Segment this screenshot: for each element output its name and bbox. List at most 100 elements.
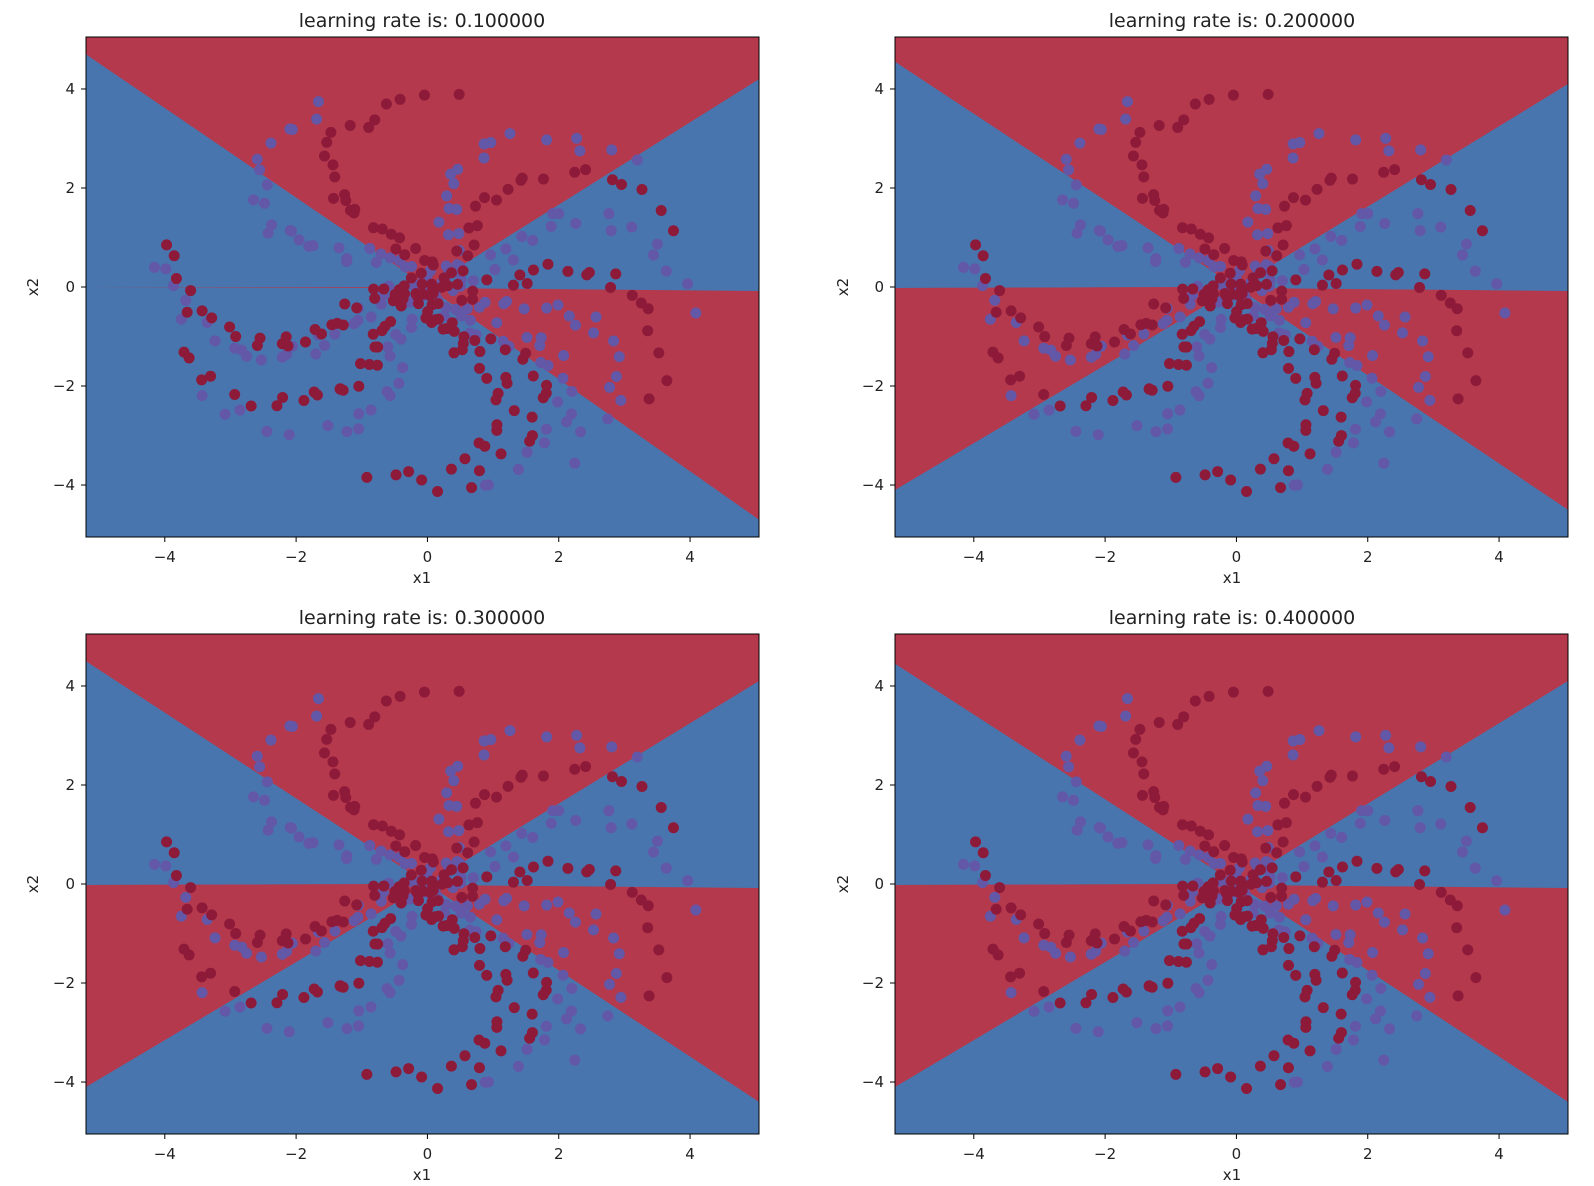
point-class1: [1128, 339, 1140, 351]
point-class0: [394, 690, 406, 702]
point-class1: [1057, 791, 1069, 803]
point-class0: [168, 847, 180, 859]
point-class0: [196, 971, 208, 983]
point-class0: [161, 836, 173, 848]
point-class1: [1191, 341, 1203, 353]
point-class0: [468, 836, 480, 848]
point-class1: [229, 939, 241, 951]
point-class1: [1179, 256, 1191, 268]
point-class0: [1335, 1008, 1347, 1020]
point-class0: [527, 370, 539, 382]
point-class0: [251, 340, 263, 352]
point-class1: [1150, 1023, 1162, 1035]
point-class1: [1491, 875, 1503, 887]
point-class0: [1208, 846, 1220, 858]
point-class1: [1375, 386, 1387, 398]
point-class1: [558, 946, 570, 958]
point-class1: [1092, 1026, 1104, 1038]
point-class0: [181, 306, 193, 318]
subplot-2-ytick-label-3: 0: [874, 278, 884, 296]
point-class1: [266, 816, 278, 828]
point-class0: [442, 280, 454, 292]
point-class1: [319, 936, 331, 948]
point-class1: [384, 987, 396, 999]
point-class1: [491, 914, 503, 926]
point-class0: [1350, 379, 1362, 391]
point-class1: [353, 1005, 365, 1017]
point-class1: [545, 220, 557, 232]
point-class0: [337, 916, 349, 928]
point-class0: [642, 922, 654, 934]
point-class1: [353, 423, 365, 435]
point-class0: [355, 955, 367, 967]
point-class1: [234, 1001, 246, 1013]
point-class0: [415, 864, 427, 876]
point-class1: [1411, 1010, 1423, 1022]
point-class1: [541, 731, 553, 743]
point-class0: [355, 358, 367, 370]
subplot-2-plot-area: [895, 37, 1568, 537]
point-class0: [1311, 780, 1323, 792]
point-class0: [318, 747, 330, 759]
point-class0: [1336, 967, 1348, 979]
point-class0: [1251, 877, 1263, 889]
point-class0: [363, 121, 375, 133]
point-class0: [473, 465, 485, 477]
point-class1: [1378, 916, 1390, 928]
point-class0: [1199, 243, 1211, 255]
subplot-4-xtick-label-2: −2: [1094, 1145, 1116, 1163]
point-class1: [504, 725, 516, 737]
point-class1: [1435, 221, 1447, 233]
point-class0: [390, 840, 402, 852]
point-class0: [463, 819, 475, 831]
point-class0: [1326, 353, 1338, 365]
point-class1: [1413, 381, 1425, 393]
point-class0: [395, 300, 407, 312]
point-class1: [1142, 839, 1154, 851]
point-class0: [321, 733, 333, 745]
point-class1: [507, 851, 519, 863]
point-class0: [1207, 877, 1219, 889]
point-class0: [1276, 285, 1288, 297]
point-class0: [418, 686, 430, 698]
point-class0: [1148, 298, 1160, 310]
point-class1: [1298, 861, 1310, 873]
point-class0: [419, 254, 431, 266]
point-class0: [514, 269, 526, 281]
point-class1: [1469, 265, 1481, 277]
point-class0: [1221, 895, 1233, 907]
point-class0: [1127, 747, 1139, 759]
point-class1: [631, 751, 643, 763]
subplot-3-xtick-label-2: −2: [285, 1145, 307, 1163]
point-class1: [1378, 1054, 1390, 1066]
point-class0: [1136, 789, 1148, 801]
point-class1: [333, 839, 345, 851]
point-class0: [1304, 1045, 1316, 1057]
point-class1: [1399, 908, 1411, 920]
point-class0: [403, 466, 415, 478]
point-class0: [1238, 911, 1250, 923]
point-class1: [521, 928, 533, 940]
point-class0: [1330, 278, 1342, 290]
point-class1: [1343, 340, 1355, 352]
point-class1: [1370, 416, 1382, 428]
point-class0: [1178, 114, 1190, 126]
point-class1: [1071, 824, 1083, 836]
point-class1: [219, 408, 231, 420]
point-class1: [608, 335, 620, 347]
point-class0: [398, 877, 410, 889]
subplot-2-title: learning rate is: 0.200000: [1109, 10, 1355, 32]
point-class1: [1417, 932, 1429, 944]
subplot-2-x-axis-label: x1: [1223, 569, 1241, 587]
point-class0: [230, 331, 242, 343]
point-class0: [1451, 325, 1463, 337]
point-class1: [1060, 153, 1072, 165]
point-class0: [499, 941, 511, 953]
point-class1: [570, 217, 582, 229]
point-class0: [1085, 338, 1097, 350]
point-class0: [1279, 200, 1291, 212]
point-class0: [380, 98, 392, 110]
point-class0: [1300, 194, 1312, 206]
point-class0: [337, 384, 349, 396]
point-class1: [1193, 987, 1205, 999]
